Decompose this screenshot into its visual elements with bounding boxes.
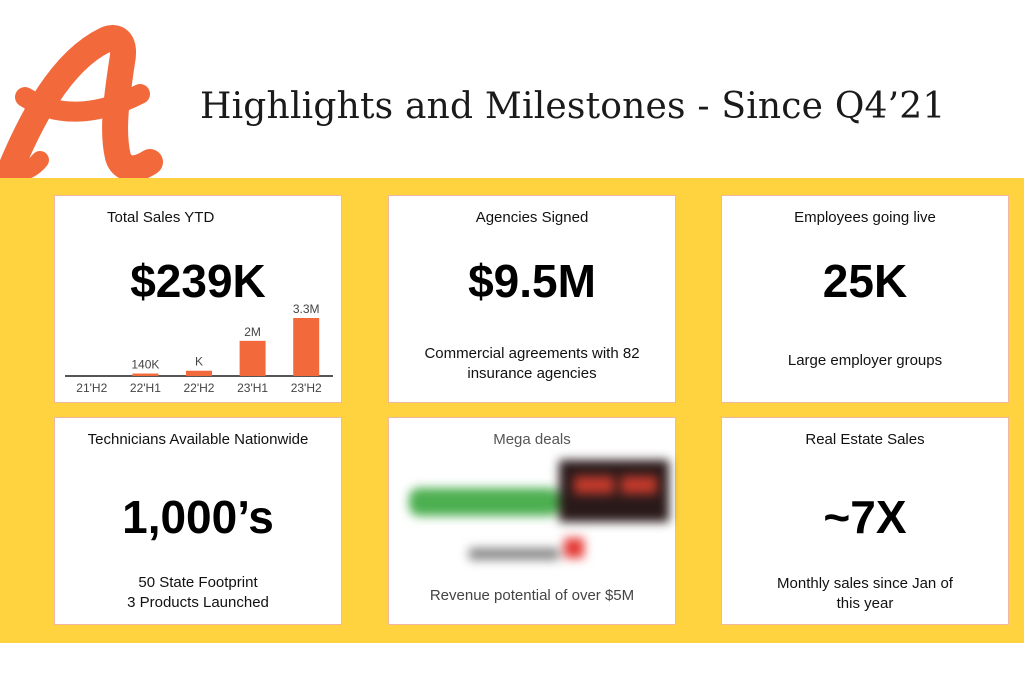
subtext-line: Commercial agreements with 82 <box>424 345 640 362</box>
chart-tick-label: 23'H1 <box>237 381 268 395</box>
card-title: Agencies Signed <box>475 209 589 226</box>
card-subtext: 50 State Footprint 3 Products Launched <box>65 573 331 613</box>
subtext-line: this year <box>836 595 894 612</box>
subtext-line: insurance agencies <box>467 365 597 382</box>
card-subtext: Commercial agreements with 82 insurance … <box>399 344 665 384</box>
card-title: Employees going live <box>794 209 936 226</box>
card-value: 25K <box>822 255 908 307</box>
card-value: $9.5M <box>468 255 596 307</box>
card-title: Technicians Available Nationwide <box>87 431 309 448</box>
subtext-line: Monthly sales since Jan of <box>777 575 953 592</box>
chart-bar <box>186 370 212 376</box>
card-title: Mega deals <box>493 431 571 448</box>
chart-tick-label: 22'H2 <box>184 381 215 395</box>
card-employees-going-live: Employees going live 25K Large employer … <box>721 195 1009 403</box>
chart-data-label: K <box>195 355 203 369</box>
card-technicians: Technicians Available Nationwide 1,000’s… <box>54 417 342 625</box>
chart-bar <box>293 318 320 376</box>
subtext-line: 50 State Footprint <box>138 574 258 591</box>
card-subtext: Monthly sales since Jan of this year <box>732 574 998 614</box>
card-value: $239K <box>130 255 266 307</box>
chart-data-label: 2M <box>244 325 261 339</box>
card-title: Real Estate Sales <box>805 431 925 448</box>
sales-bar-chart: 21'H2 140K 22'H1 K 22'H2 2M 23'H1 3.3M 23'H2 <box>65 302 333 395</box>
chart-tick-label: 21'H2 <box>76 381 107 395</box>
card-total-sales: Total Sales YTD $239K 21'H2 140K 22'H1 K 22'… <box>54 195 342 403</box>
card-subtext: Revenue potential of over $5M <box>399 586 665 606</box>
chart-data-label: 3.3M <box>293 302 320 316</box>
card-mega-deals: Mega deals Revenue potential of over $5M <box>388 417 676 625</box>
chart-bar <box>132 373 159 376</box>
card-subtext: Large employer groups <box>732 351 998 371</box>
script-a-logo <box>0 25 163 182</box>
blurred-partner-logos <box>409 460 669 560</box>
chart-bar <box>239 340 266 376</box>
page-title: Highlights and Milestones - Since Q4’21 <box>200 86 946 127</box>
card-agencies-signed: Agencies Signed $9.5M Commercial agreeme… <box>388 195 676 403</box>
subtext-line: Large employer groups <box>787 352 943 369</box>
card-real-estate-sales: Real Estate Sales ~7X Monthly sales sinc… <box>721 417 1009 625</box>
card-value: ~7X <box>823 491 907 543</box>
chart-tick-label: 23'H2 <box>291 381 322 395</box>
subtext-line: 3 Products Launched <box>127 594 269 611</box>
card-value: 1,000’s <box>122 491 274 543</box>
chart-tick-label: 22'H1 <box>130 381 161 395</box>
subtext-line: Revenue potential of over $5M <box>429 587 635 604</box>
card-title: Total Sales YTD <box>107 209 215 226</box>
chart-data-label: 140K <box>131 358 159 372</box>
